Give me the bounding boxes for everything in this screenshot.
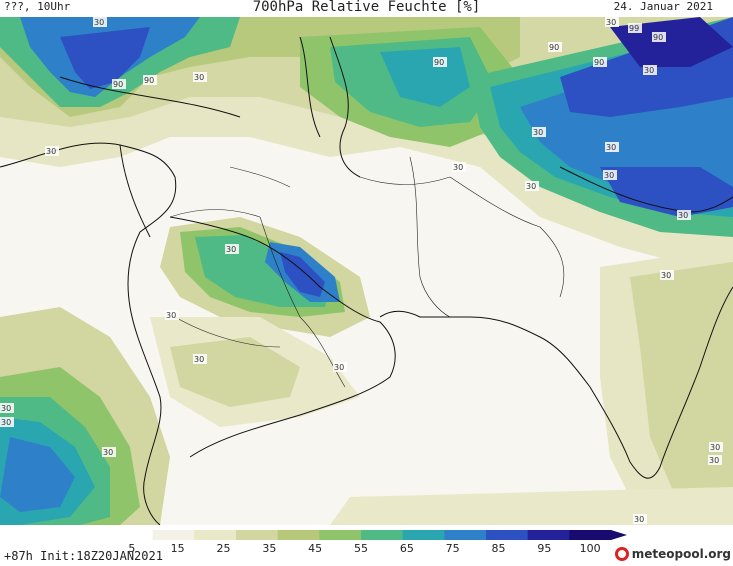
contour-labels: 90 90 90 90 99 90 90 30 30 30 30 30 30 3… <box>0 17 723 524</box>
contour-label: 30 <box>605 142 619 152</box>
svg-text:30: 30 <box>710 443 720 452</box>
contour-label: 90 <box>593 57 607 67</box>
svg-text:90: 90 <box>549 43 559 52</box>
svg-text:30: 30 <box>46 147 56 156</box>
meteopool-logo-icon <box>614 547 629 561</box>
forecast-date: 24. Januar 2021 <box>613 0 713 13</box>
map-title: 700hPa Relative Feuchte [%] <box>252 0 481 15</box>
contour-label: 90 <box>112 79 126 89</box>
contour-label: 99 <box>628 23 642 33</box>
svg-text:30: 30 <box>709 456 719 465</box>
contour-label: 30 <box>0 417 14 427</box>
colorbar-swatch <box>486 530 529 540</box>
colorbar-label: 25 <box>216 542 231 555</box>
contour-label: 90 <box>652 32 666 42</box>
svg-text:30: 30 <box>678 211 688 220</box>
colorbar-arrow <box>611 530 627 540</box>
contour-label: 90 <box>143 75 157 85</box>
colorbar-label: 85 <box>491 542 506 555</box>
colorbar-label: 75 <box>445 542 460 555</box>
colorbar-label: 45 <box>308 542 323 555</box>
contour-label: 30 <box>525 181 539 191</box>
contour-label: 30 <box>93 17 107 27</box>
svg-text:30: 30 <box>194 355 204 364</box>
contour-label: 30 <box>677 210 691 220</box>
meteopool-logo[interactable]: meteopool.org <box>614 545 731 563</box>
contour-label: 30 <box>165 310 179 320</box>
colorbar-swatch <box>444 530 487 540</box>
contour-label: 30 <box>660 270 674 280</box>
colorbar-label: 15 <box>170 542 185 555</box>
svg-text:30: 30 <box>604 171 614 180</box>
header-bar: ???, 10Uhr 700hPa Relative Feuchte [%] 2… <box>0 0 733 17</box>
svg-text:30: 30 <box>606 143 616 152</box>
svg-text:90: 90 <box>594 58 604 67</box>
colorbar-swatch <box>569 530 612 540</box>
svg-text:30: 30 <box>1 418 11 427</box>
contour-label: 30 <box>532 127 546 137</box>
contour-label: 90 <box>548 42 562 52</box>
svg-text:30: 30 <box>533 128 543 137</box>
svg-text:99: 99 <box>629 24 639 33</box>
svg-text:30: 30 <box>1 404 11 413</box>
colorbar-label: 95 <box>537 542 552 555</box>
colorbar <box>111 530 627 540</box>
contour-label: 30 <box>643 65 657 75</box>
contour-label: 30 <box>193 354 207 364</box>
humidity-fields <box>0 17 733 525</box>
colorbar-swatch <box>319 530 362 540</box>
colorbar-label: 65 <box>399 542 414 555</box>
borders <box>169 156 565 388</box>
footer-bar: 5 15 25 35 45 55 65 75 85 95 100 +87h Init:18Z20JA… <box>0 525 733 566</box>
contour-label: 90 <box>433 57 447 67</box>
meteopool-logo-text: meteopool.org <box>631 547 731 561</box>
contour-label: 30 <box>452 162 466 172</box>
colorbar-label: 100 <box>579 542 601 555</box>
svg-text:30: 30 <box>166 311 176 320</box>
svg-text:30: 30 <box>334 363 344 372</box>
contour-label: 30 <box>193 72 207 82</box>
colorbar-swatch <box>194 530 237 540</box>
svg-text:90: 90 <box>113 80 123 89</box>
contour-label: 30 <box>603 170 617 180</box>
humidity-map: 90 90 90 90 99 90 90 30 30 30 30 30 30 3… <box>0 17 733 525</box>
svg-text:90: 90 <box>144 76 154 85</box>
svg-text:90: 90 <box>434 58 444 67</box>
svg-text:30: 30 <box>606 18 616 27</box>
contour-label: 30 <box>333 362 347 372</box>
forecast-time-label: ???, 10Uhr <box>4 0 71 13</box>
svg-text:30: 30 <box>661 271 671 280</box>
contour-label: 30 <box>633 514 647 524</box>
contour-label: 30 <box>45 146 59 156</box>
colorbar-swatch <box>111 530 154 540</box>
colorbar-swatch <box>402 530 445 540</box>
colorbar-swatch <box>277 530 320 540</box>
contour-label: 30 <box>709 442 723 452</box>
colorbar-swatch <box>236 530 279 540</box>
svg-text:30: 30 <box>453 163 463 172</box>
colorbar-label: 35 <box>262 542 277 555</box>
init-time-label: +87h Init:18Z20JAN2021 <box>4 549 163 563</box>
contour-label: 30 <box>0 403 14 413</box>
contour-label: 30 <box>708 455 722 465</box>
colorbar-swatch <box>527 530 570 540</box>
svg-text:30: 30 <box>103 448 113 457</box>
svg-text:30: 30 <box>194 73 204 82</box>
svg-text:30: 30 <box>94 18 104 27</box>
svg-text:30: 30 <box>644 66 654 75</box>
contour-label: 30 <box>102 447 116 457</box>
svg-text:30: 30 <box>634 515 644 524</box>
colorbar-label: 55 <box>354 542 368 555</box>
colorbar-swatch <box>152 530 195 540</box>
colorbar-label: 5 <box>128 542 136 555</box>
contour-label: 30 <box>225 244 239 254</box>
colorbar-swatch <box>361 530 404 540</box>
svg-text:90: 90 <box>653 33 663 42</box>
svg-text:30: 30 <box>226 245 236 254</box>
svg-text:30: 30 <box>526 182 536 191</box>
contour-label: 30 <box>605 17 619 27</box>
